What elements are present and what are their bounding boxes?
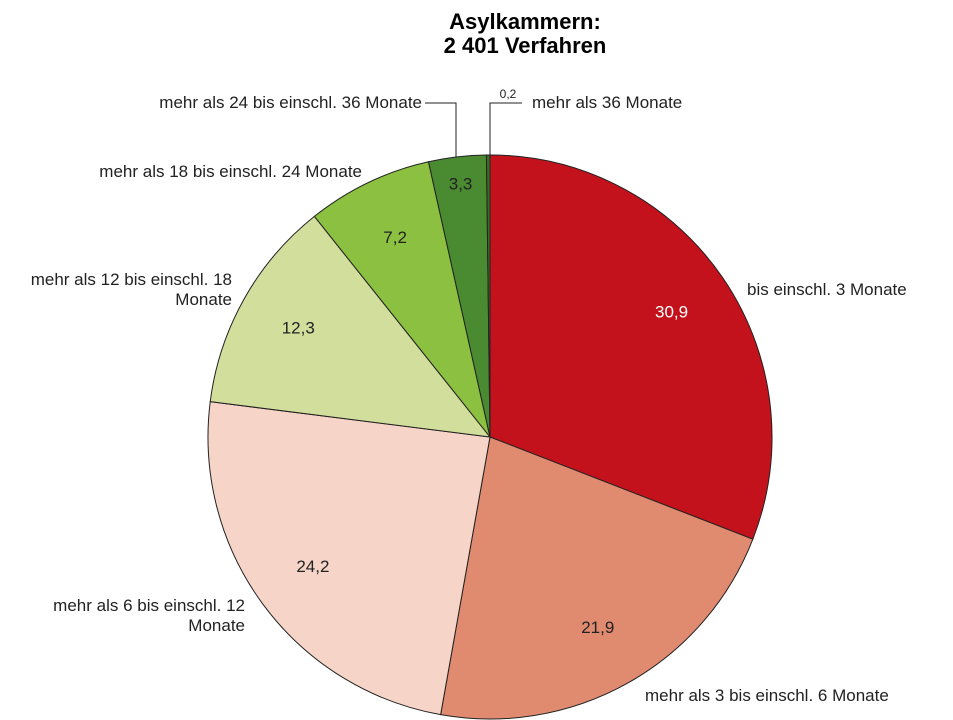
leader-line <box>489 102 522 155</box>
category-label: mehr als 18 bis einschl. 24 Monate <box>99 162 362 181</box>
category-label: mehr als 3 bis einschl. 6 Monate <box>645 686 889 705</box>
value-label: 12,3 <box>282 319 315 338</box>
category-label: mehr als 24 bis einschl. 36 Monate <box>159 93 422 112</box>
value-label: 7,2 <box>383 228 407 247</box>
pie-slice <box>207 401 491 716</box>
category-label: mehr als 36 Monate <box>532 93 683 112</box>
category-label: bis einschl. 3 Monate <box>747 280 907 299</box>
chart-title: Asylkammern: <box>449 9 601 34</box>
pie-slice <box>440 436 754 720</box>
pie-slice <box>485 154 491 438</box>
category-label: mehr als 12 bis einschl. 18 Monate <box>30 270 232 309</box>
chart-title: 2 401 Verfahren <box>443 33 607 58</box>
value-label: 24,2 <box>296 557 329 576</box>
pie-slice <box>313 161 491 438</box>
category-label: mehr als 6 bis einschl. 12 Monate <box>53 596 245 635</box>
value-label: 21,9 <box>581 618 614 637</box>
value-label: 3,3 <box>449 174 473 193</box>
pie-slice <box>209 215 492 438</box>
leader-line <box>425 102 457 160</box>
value-label: 30,9 <box>655 302 688 321</box>
value-label: 0,2 <box>500 87 517 101</box>
pie-slice <box>489 154 773 540</box>
